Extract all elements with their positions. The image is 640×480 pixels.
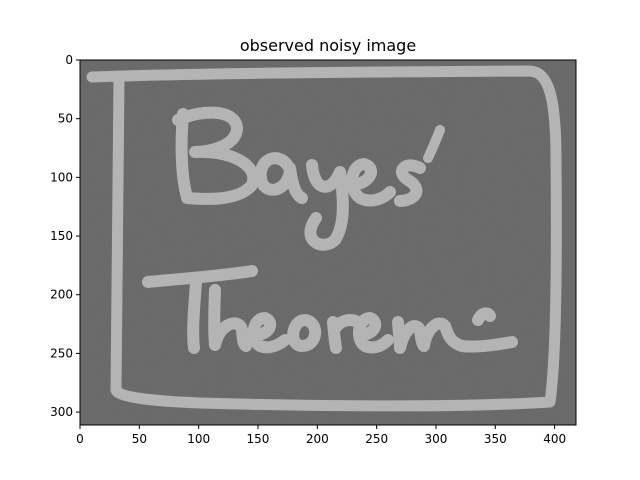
image-area xyxy=(80,60,576,425)
y-tick-label: 50 xyxy=(58,112,73,126)
x-tick-label: 350 xyxy=(484,432,507,446)
letter-e-stroke xyxy=(344,158,396,207)
letter-B-stroke xyxy=(172,106,260,205)
x-tick-label: 50 xyxy=(132,432,147,446)
frame-stroke xyxy=(86,65,562,412)
letter-s-stroke xyxy=(394,159,426,207)
letter-T-stroke xyxy=(142,265,258,354)
y-tick-label: 250 xyxy=(50,346,73,360)
x-tick-label: 100 xyxy=(187,432,210,446)
chart-title: observed noisy image xyxy=(240,36,416,55)
axes-frame xyxy=(79,59,577,426)
y-tick-label: 0 xyxy=(65,53,73,67)
letter-m-stroke xyxy=(392,307,518,354)
letter-a-stroke xyxy=(254,152,308,204)
letter-e2-stroke xyxy=(247,312,291,354)
y-tick-label: 100 xyxy=(50,170,73,184)
letter-y-stroke xyxy=(304,159,349,251)
letter-h-stroke xyxy=(208,284,252,352)
x-tick-label: 250 xyxy=(365,432,388,446)
x-tick-label: 150 xyxy=(247,432,270,446)
y-tick-label: 200 xyxy=(50,288,73,302)
handwriting-strokes xyxy=(86,65,562,412)
x-axis: 0 50 100 150 200 250 300 350 400 xyxy=(76,425,566,446)
y-tick-label: 150 xyxy=(50,229,73,243)
x-tick-label: 300 xyxy=(425,432,448,446)
apostrophe-stroke xyxy=(423,125,445,163)
letter-o-stroke xyxy=(287,314,322,352)
letter-e3-stroke xyxy=(353,312,394,354)
x-tick-label: 0 xyxy=(76,432,84,446)
x-tick-label: 400 xyxy=(543,432,566,446)
y-axis: 0 50 100 150 200 250 300 xyxy=(50,53,80,419)
y-tick-label: 300 xyxy=(50,405,73,419)
x-tick-label: 200 xyxy=(306,432,329,446)
